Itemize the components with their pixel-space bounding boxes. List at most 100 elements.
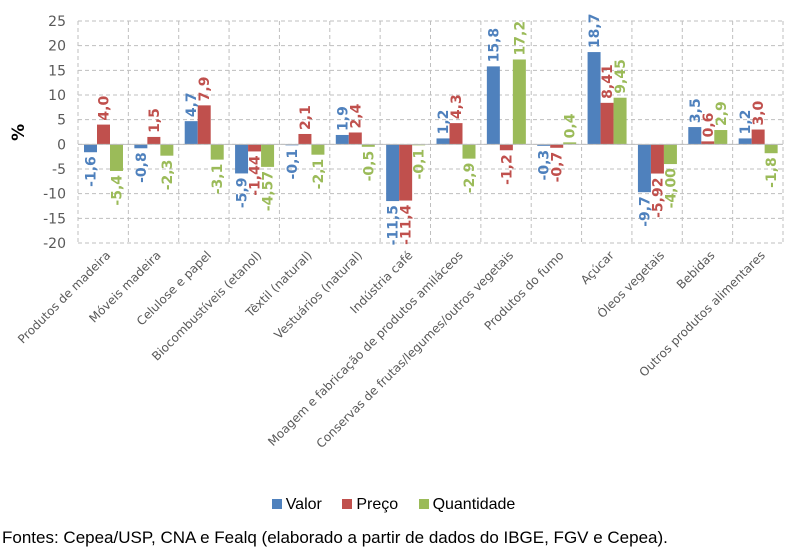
bar-valor-8 [486, 66, 500, 145]
bar-preo-10 [600, 102, 614, 145]
bar-valor-2 [184, 121, 198, 145]
bar-valor-0 [84, 144, 97, 153]
y-axis-ticks: 25 20 15 10 5 0 -5 -10 -15 -20 [43, 14, 66, 252]
data-label: 2,9 [714, 101, 730, 126]
data-label: -11,5 [386, 205, 402, 245]
bar-quantidade-2 [210, 144, 224, 160]
bar-preo-0 [97, 124, 110, 145]
data-label: -0,3 [537, 150, 553, 181]
data-label: -1,6 [84, 156, 100, 187]
bar-preo-5 [348, 132, 362, 145]
legend-item-valor: Valor [271, 496, 322, 514]
data-label: -5,92 [650, 178, 666, 218]
gridlines [77, 20, 784, 244]
data-label: -9,7 [637, 196, 653, 227]
data-label: 4,3 [449, 94, 465, 119]
bar-valor-12 [688, 127, 702, 145]
data-label: 1,2 [738, 110, 754, 135]
legend-swatch-quantidade [418, 499, 429, 509]
data-label: -2,3 [160, 160, 176, 191]
data-label: 1,5 [147, 108, 163, 133]
legend-label-quantidade: Quantidade [432, 496, 516, 513]
bar-quantidade-1 [160, 144, 174, 156]
bar-valor-3 [235, 144, 249, 174]
data-label: -4,57 [261, 171, 277, 211]
bar-valor-7 [436, 138, 450, 145]
data-label: 0,4 [563, 113, 579, 138]
y-tick-label: 5 [57, 113, 66, 129]
category-label: Vestuários (natural) [271, 248, 365, 342]
y-tick-label: -20 [43, 236, 66, 252]
bar-preo-2 [197, 105, 211, 145]
bar-quantidade-8 [512, 59, 526, 145]
bar-valor-6 [386, 144, 400, 202]
data-label: 8,41 [600, 64, 616, 99]
legend-label-preco: Preço [356, 496, 399, 513]
category-label: Moagem e fabricação de produtos amiláceo… [265, 248, 466, 449]
bar-quantidade-7 [462, 144, 476, 159]
category-label: Produtos de madeira [15, 248, 113, 346]
bar-quantidade-13 [764, 144, 778, 154]
data-label: 1,9 [335, 106, 351, 131]
bar-preo-9 [550, 144, 564, 148]
legend-swatch-valor [271, 499, 282, 509]
data-labels: -1,6 -0,8 4,7 -5,9 -0,1 1,9 -11,5 1,2 15,8 -0,3 18… [84, 14, 781, 246]
bar-valor-5 [335, 134, 349, 145]
bars [84, 52, 778, 202]
bar-preo-8 [499, 144, 513, 151]
data-label: -0,8 [134, 152, 150, 183]
data-label: -1,44 [248, 155, 264, 196]
data-label: -0,1 [412, 149, 428, 180]
bar-preo-1 [147, 136, 161, 145]
data-label: -3,1 [210, 164, 226, 195]
data-label: -0,1 [285, 149, 301, 180]
bar-preo-4 [298, 133, 312, 145]
data-label: -1,2 [499, 154, 515, 185]
data-label: -0,5 [361, 151, 377, 182]
y-tick-label: -5 [52, 162, 66, 178]
data-label: -5,4 [110, 175, 126, 206]
data-label: 7,9 [197, 77, 213, 102]
bar-quantidade-10 [613, 97, 627, 145]
data-label: 2,4 [348, 103, 364, 128]
data-label: 3,0 [751, 100, 767, 125]
bar-quantidade-0 [110, 144, 123, 171]
source-note: Fontes: Cepea/USP, CNA e Fealq (elaborad… [2, 528, 668, 547]
data-label: 4,0 [97, 96, 113, 121]
bar-preo-3 [248, 144, 262, 152]
bar-valor-10 [587, 52, 601, 145]
y-tick-label: 25 [48, 14, 66, 30]
y-tick-label: 15 [48, 63, 66, 79]
data-label: 2,1 [298, 105, 314, 130]
bar-preo-12 [701, 141, 715, 145]
data-label: -11,4 [399, 204, 415, 245]
bar-quantidade-12 [714, 130, 728, 145]
y-axis-label: % [9, 124, 29, 141]
bar-quantidade-3 [261, 144, 275, 167]
data-label: -0,7 [550, 152, 566, 183]
bar-valor-1 [134, 144, 148, 149]
data-label: -2,9 [462, 163, 478, 194]
legend-item-preco: Preço [342, 496, 398, 514]
bar-preo-11 [650, 144, 664, 174]
legend-item-quantidade: Quantidade [418, 496, 516, 514]
y-tick-label: 20 [48, 39, 66, 55]
data-label: -2,1 [311, 159, 327, 190]
y-tick-label: -15 [43, 211, 66, 227]
bar-preo-6 [399, 144, 413, 201]
y-tick-label: 0 [57, 137, 66, 153]
data-label: 4,7 [184, 92, 200, 117]
bar-quantidade-5 [361, 144, 375, 147]
data-label: 18,7 [587, 14, 603, 49]
data-label: 1,2 [436, 110, 452, 135]
bar-quantidade-11 [663, 144, 677, 165]
data-label: 9,45 [613, 59, 629, 94]
y-tick-label: -10 [43, 187, 66, 203]
bar-valor-11 [637, 144, 651, 193]
bar-preo-7 [449, 123, 463, 145]
y-tick-label: 10 [48, 88, 66, 104]
category-label: Açúcar [578, 248, 617, 287]
bar-valor-9 [537, 144, 551, 146]
bar-quantidade-4 [311, 144, 325, 155]
